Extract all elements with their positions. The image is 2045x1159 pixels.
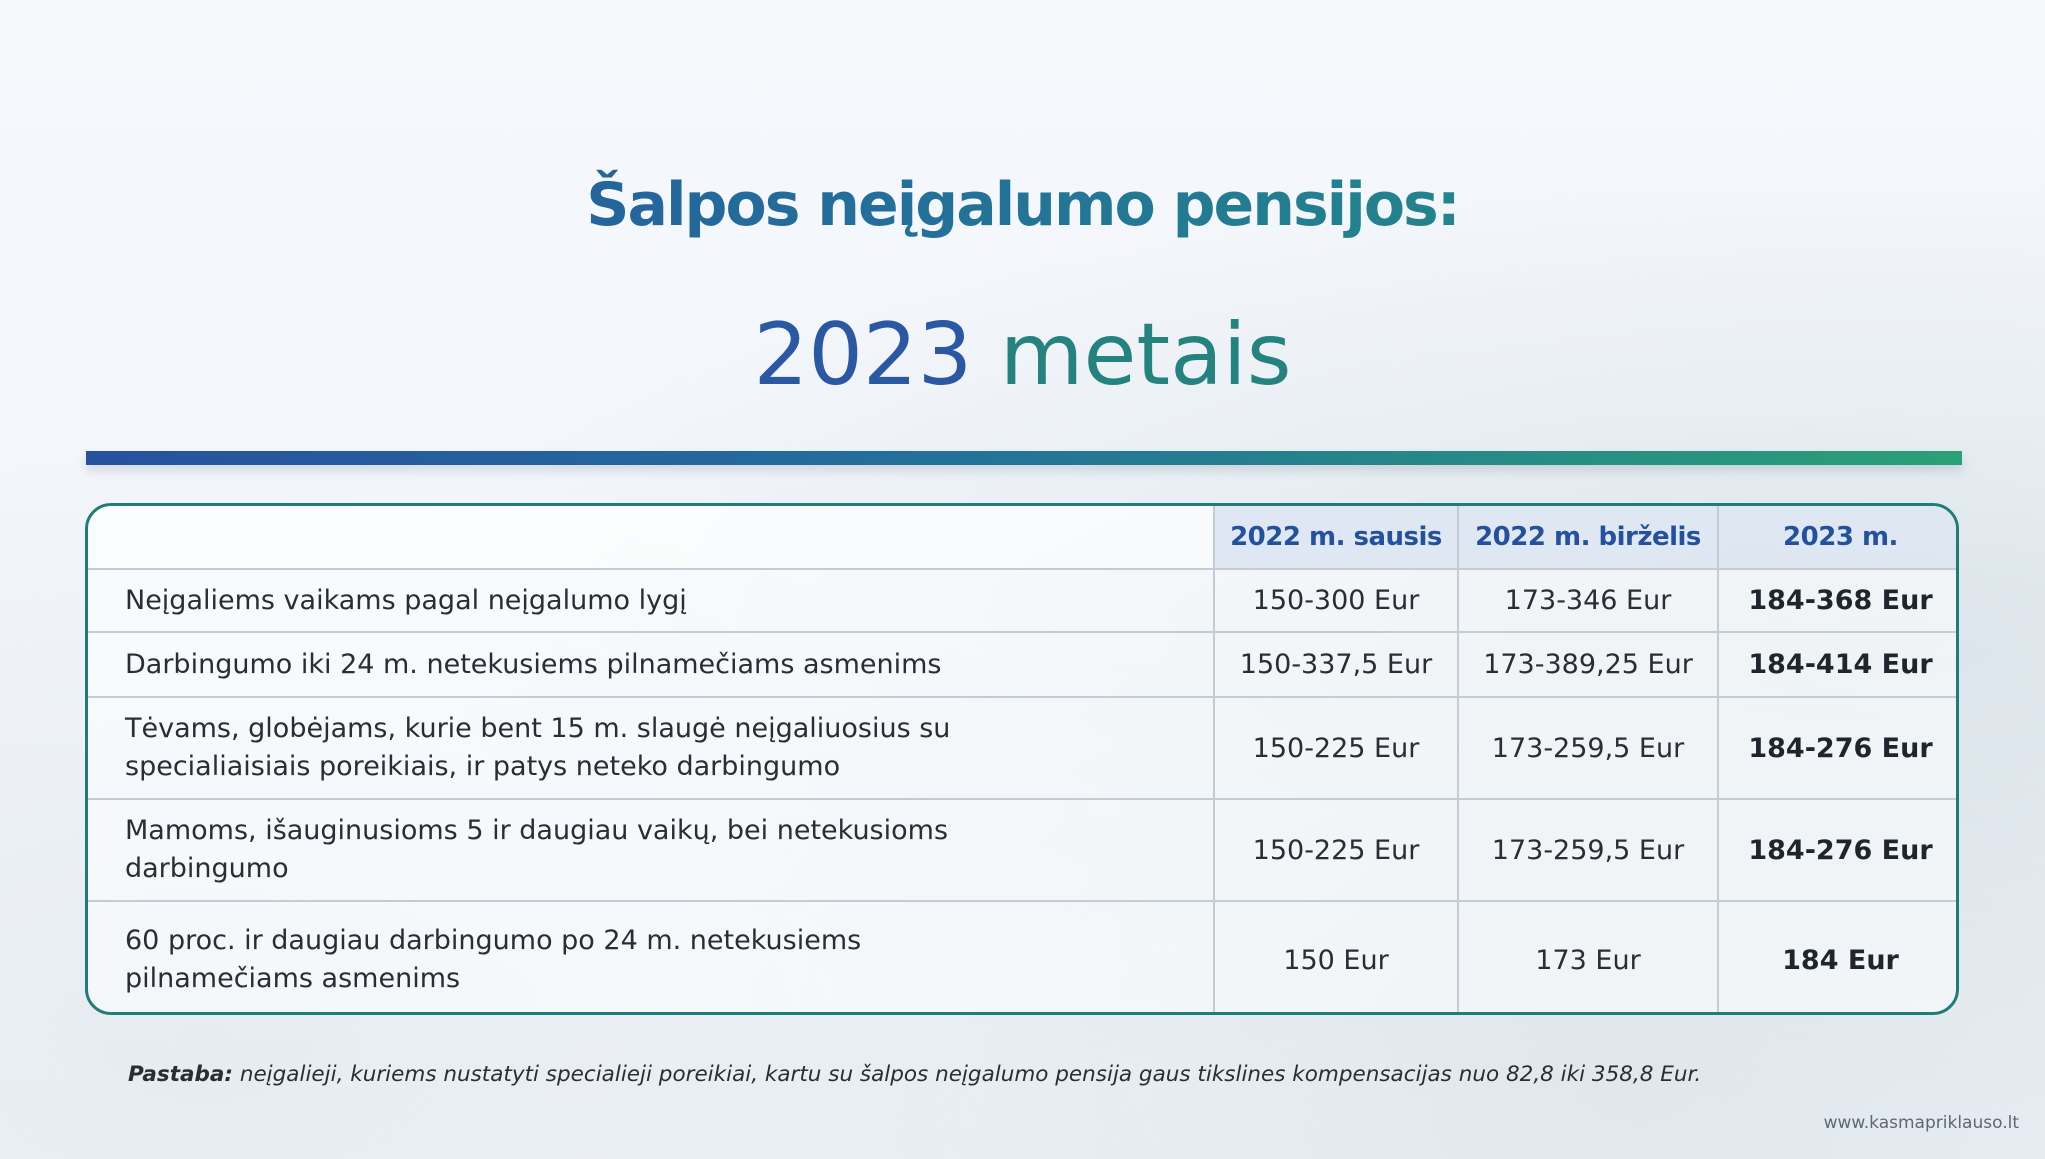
header-cell-2022-jun: 2022 m. birželis <box>1457 506 1719 570</box>
row-label: Tėvams, globėjams, kurie bent 15 m. slau… <box>88 696 1215 800</box>
cell-2022-jun: 173-259,5 Eur <box>1457 696 1719 800</box>
row-label: Neįgaliems vaikams pagal neįgalumo lygį <box>88 568 1215 633</box>
cell-2022-jun: 173-346 Eur <box>1457 568 1719 633</box>
cell-2022-jun: 173-259,5 Eur <box>1457 798 1719 902</box>
footnote: Pastaba: neįgalieji, kuriems nustatyti s… <box>128 1062 1958 1087</box>
cell-2023: 184 Eur <box>1717 900 1956 1012</box>
table-row: 60 proc. ir daugiau darbingumo po 24 m. … <box>88 900 1956 1012</box>
cell-2023: 184-414 Eur <box>1717 631 1956 698</box>
pension-table: 2022 m. sausis 2022 m. birželis 2023 m. … <box>85 503 1959 1015</box>
page-title: Šalpos neįgalumo pensijos: <box>0 120 2045 290</box>
header-cell-blank <box>88 506 1215 570</box>
page-subtitle: 2023 metais <box>0 305 2045 405</box>
subtitle-word: metais <box>999 305 1292 405</box>
table-row: Mamoms, išauginusioms 5 ir daugiau vaikų… <box>88 798 1956 902</box>
header-cell-2022-jan: 2022 m. sausis <box>1213 506 1459 570</box>
cell-2022-jun: 173 Eur <box>1457 900 1719 1012</box>
table-header-row: 2022 m. sausis 2022 m. birželis 2023 m. <box>88 506 1956 570</box>
row-label: Mamoms, išauginusioms 5 ir daugiau vaikų… <box>88 798 1215 902</box>
row-label: 60 proc. ir daugiau darbingumo po 24 m. … <box>88 900 1215 1012</box>
cell-2023: 184-368 Eur <box>1717 568 1956 633</box>
cell-2022-jan: 150 Eur <box>1213 900 1459 1012</box>
header-cell-2023: 2023 m. <box>1717 506 1956 570</box>
footnote-label: Pastaba: <box>128 1062 233 1087</box>
cell-2022-jan: 150-225 Eur <box>1213 696 1459 800</box>
cell-2022-jun: 173-389,25 Eur <box>1457 631 1719 698</box>
cell-2023: 184-276 Eur <box>1717 696 1956 800</box>
pension-table-grid: 2022 m. sausis 2022 m. birželis 2023 m. … <box>88 506 1956 1012</box>
table-row: Tėvams, globėjams, kurie bent 15 m. slau… <box>88 696 1956 800</box>
subtitle-year: 2023 <box>753 305 973 405</box>
footnote-text: neįgalieji, kuriems nustatyti specialiej… <box>232 1062 1702 1087</box>
table-row: Neįgaliems vaikams pagal neįgalumo lygį … <box>88 568 1956 633</box>
cell-2022-jan: 150-225 Eur <box>1213 798 1459 902</box>
website-link[interactable]: www.kasmapriklauso.lt <box>1823 1113 2019 1133</box>
title-divider <box>86 451 1962 465</box>
table-row: Darbingumo iki 24 m. netekusiems pilname… <box>88 631 1956 698</box>
cell-2023: 184-276 Eur <box>1717 798 1956 902</box>
row-label: Darbingumo iki 24 m. netekusiems pilname… <box>88 631 1215 698</box>
cell-2022-jan: 150-300 Eur <box>1213 568 1459 633</box>
cell-2022-jan: 150-337,5 Eur <box>1213 631 1459 698</box>
